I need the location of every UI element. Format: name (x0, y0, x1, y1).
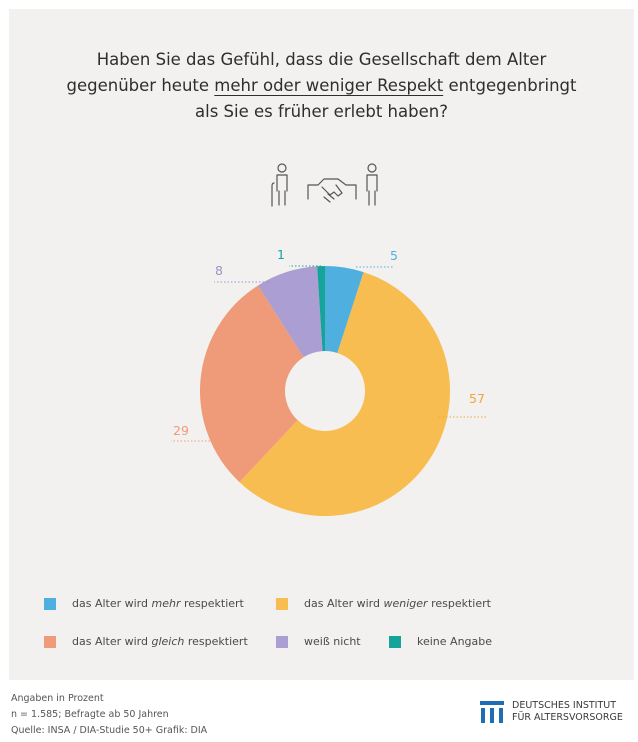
title-underlined-phrase: mehr oder weniger Respekt (214, 76, 444, 95)
footer-source: Quelle: INSA / DIA-Studie 50+ Grafik: DI… (11, 725, 208, 736)
slice-mehr (325, 266, 364, 353)
value-label-gleich: 29 (173, 423, 189, 438)
dia-logo-line-1: DEUTSCHES INSTITUT (512, 700, 617, 711)
value-labels: 5 57 29 8 1 (173, 247, 485, 438)
title-line-2-post: entgegenbringt (443, 76, 577, 95)
footer-unit: Angaben in Prozent (11, 693, 104, 704)
chart-title: Haben Sie das Gefühl, dass die Gesellsch… (9, 47, 634, 125)
footer-sample: n = 1.585; Befragte ab 50 Jahren (11, 709, 169, 720)
title-line-2: gegenüber heute mehr oder weniger Respek… (9, 73, 634, 99)
dia-logo: DEUTSCHES INSTITUT FÜR ALTERSVORSORGE (480, 700, 623, 724)
slice-gleich (200, 285, 304, 483)
title-line-3: als Sie es früher erlebt haben? (195, 102, 448, 121)
donut-slices (200, 266, 451, 517)
value-label-keine-angabe: 1 (277, 247, 285, 262)
label-leader-lines (171, 265, 487, 442)
dia-logo-text: DEUTSCHES INSTITUT FÜR ALTERSVORSORGE (512, 700, 623, 724)
dia-logo-line-2: FÜR ALTERSVORSORGE (512, 712, 623, 723)
elderly-handshake-young-icon (271, 163, 378, 207)
value-label-mehr: 5 (390, 248, 398, 263)
value-label-weniger: 57 (469, 391, 485, 406)
chart-panel: Haben Sie das Gefühl, dass die Gesellsch… (9, 9, 634, 680)
slice-weiss-nicht (258, 266, 323, 358)
title-line-1: Haben Sie das Gefühl, dass die Gesellsch… (96, 50, 547, 69)
slice-keine-angabe (317, 266, 325, 352)
value-label-weiss-nicht: 8 (215, 263, 223, 278)
slice-weniger (239, 272, 451, 517)
donut-chart: 5 57 29 8 1 (171, 247, 487, 517)
footer-notes: Angaben in Prozent n = 1.585; Befragte a… (11, 691, 207, 739)
title-line-2-pre: gegenüber heute (66, 76, 215, 95)
dia-logo-icon (480, 701, 504, 723)
